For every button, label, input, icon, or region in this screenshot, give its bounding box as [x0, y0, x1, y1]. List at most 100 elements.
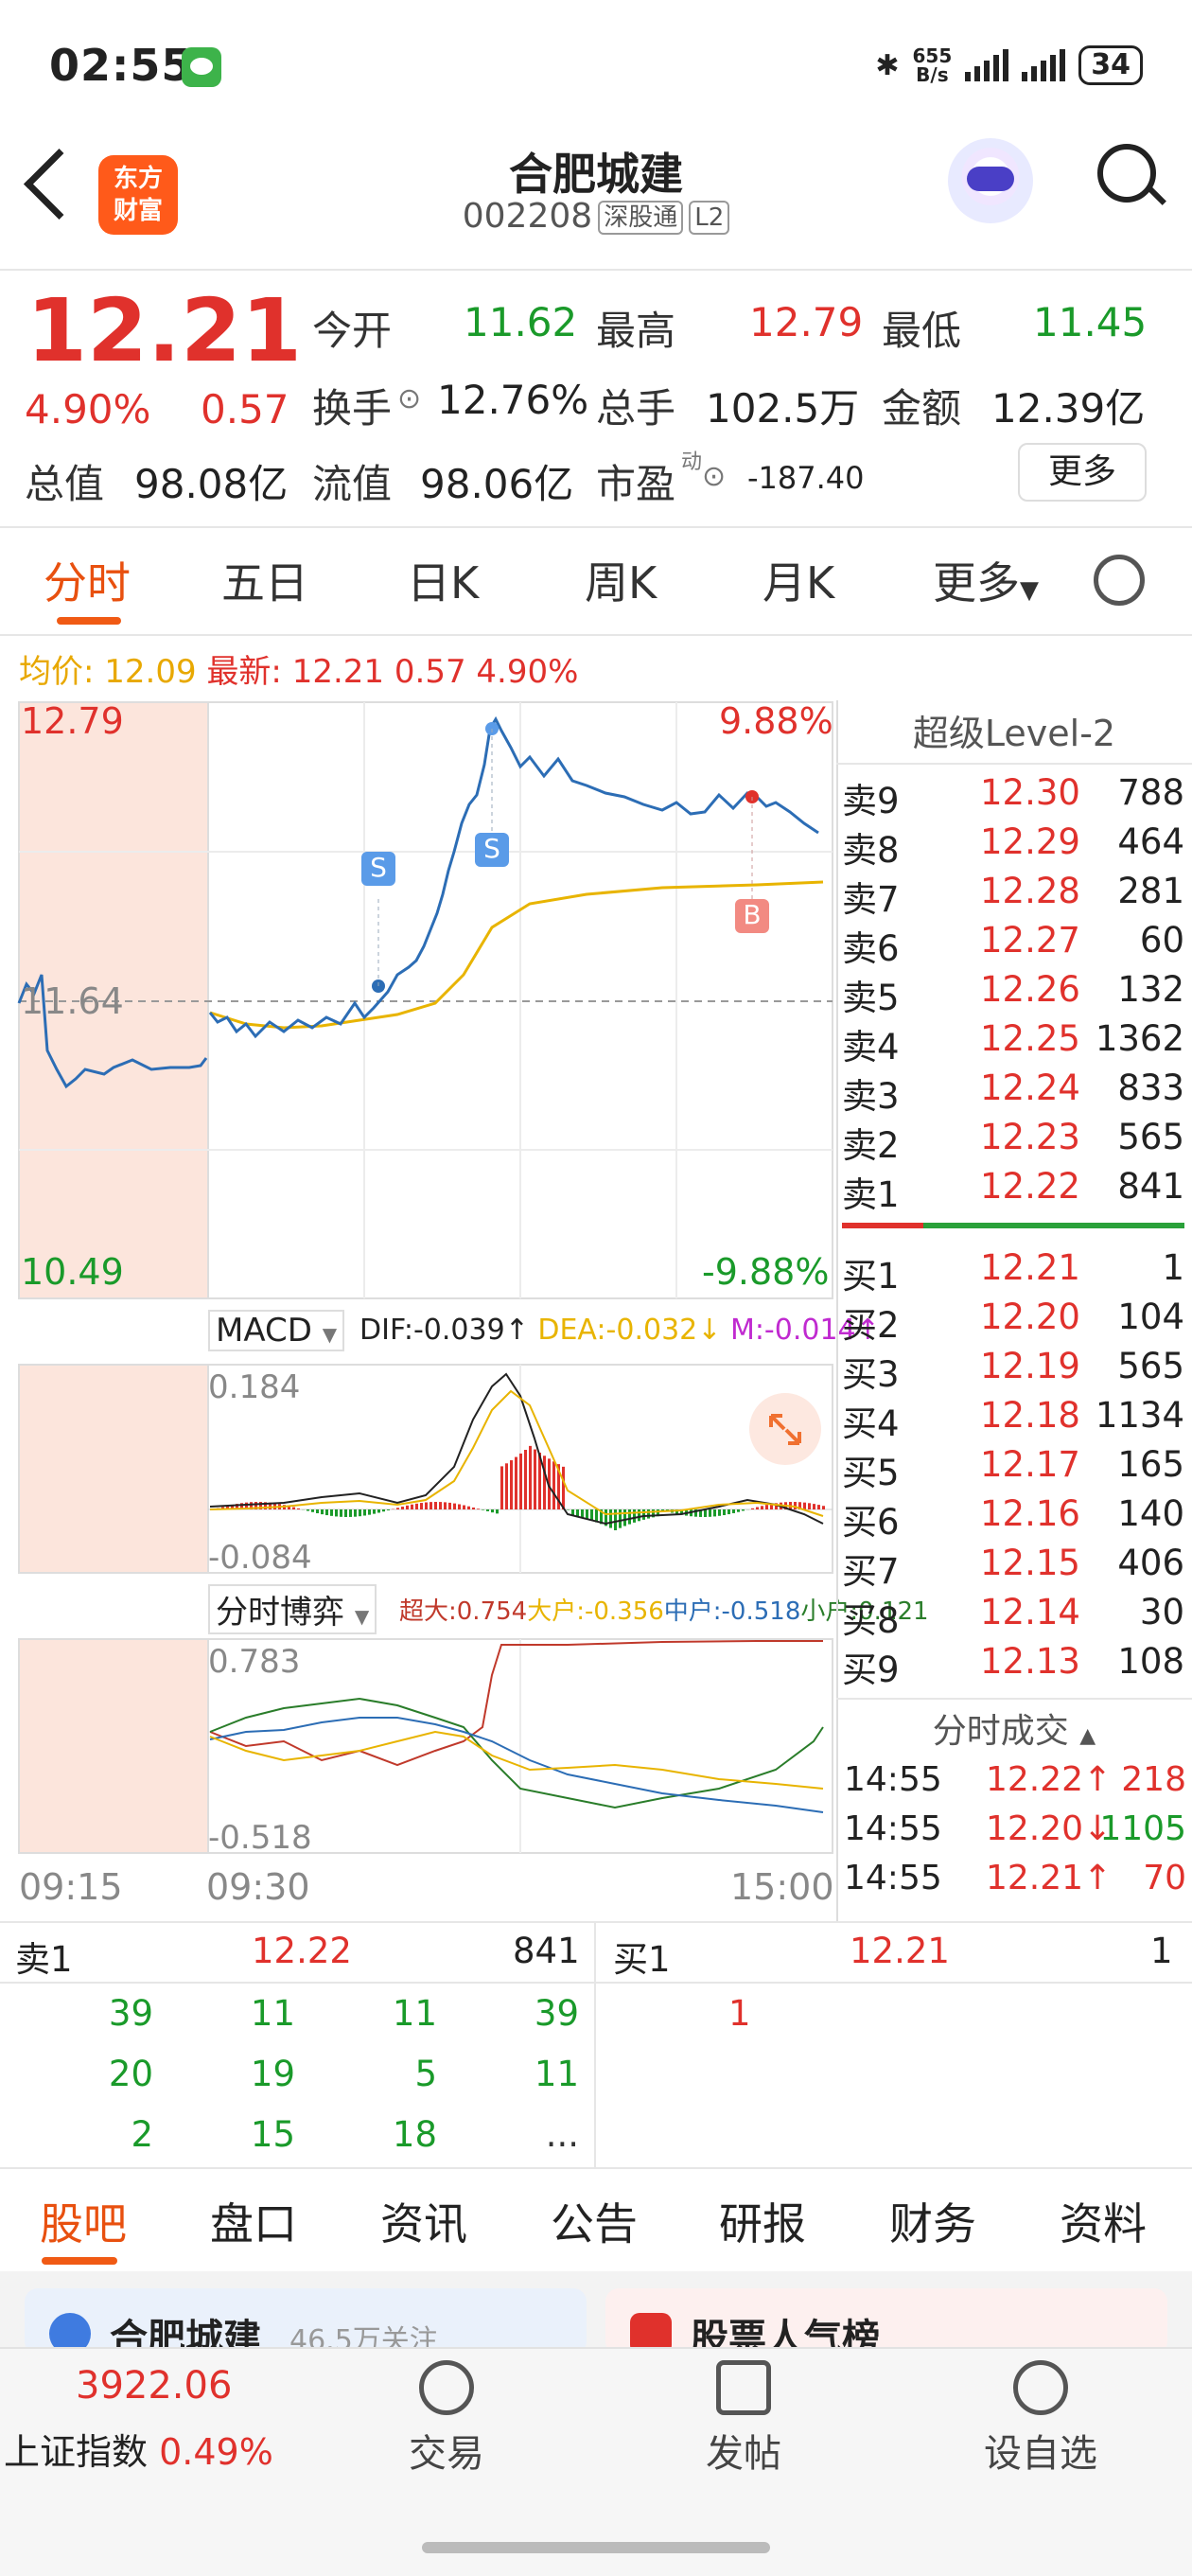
tab-guba[interactable]: 股吧 — [40, 2190, 127, 2252]
sell-queue-item: 20 — [109, 2054, 153, 2094]
macd-bar — [552, 1461, 555, 1509]
level-volume: 1362 — [1096, 1018, 1184, 1059]
edit-icon — [716, 2360, 771, 2415]
y-mid-label: 11.64 — [21, 980, 124, 1022]
game-selector[interactable]: 分时博弈 ▼ — [208, 1584, 377, 1634]
tab-research[interactable]: 研报 — [719, 2190, 806, 2252]
macd-bar — [307, 1509, 309, 1511]
tab-five-day[interactable]: 五日 — [221, 549, 308, 611]
macd-bar — [401, 1507, 404, 1509]
trade-volume: 70 — [1143, 1859, 1186, 1897]
macd-bar — [713, 1509, 716, 1516]
level-label: 买9 — [842, 1641, 900, 1692]
trade-button[interactable]: 交易 — [371, 2360, 522, 2478]
home-indicator[interactable] — [422, 2542, 770, 2553]
tab-news[interactable]: 资讯 — [380, 2190, 467, 2252]
search-icon[interactable] — [1097, 144, 1156, 203]
macd-bar — [311, 1509, 314, 1512]
tab-announcement[interactable]: 公告 — [551, 2190, 638, 2252]
level-volume: 132 — [1117, 969, 1184, 1010]
amount-value: 12.39亿 — [991, 377, 1145, 434]
index-line[interactable]: 上证指数 0.49% — [4, 2423, 273, 2475]
macd-bar — [765, 1505, 768, 1509]
queue-sell-price: 12.22 — [252, 1931, 352, 1971]
index-value[interactable]: 3922.06 — [76, 2364, 232, 2408]
sell-queue-item: 5 — [414, 2054, 437, 2094]
assistant-avatar-icon[interactable] — [948, 138, 1033, 223]
tab-profile[interactable]: 资料 — [1060, 2190, 1147, 2252]
macd-bar — [661, 1509, 664, 1510]
tab-daily-k[interactable]: 日K — [407, 549, 479, 611]
macd-bar — [406, 1506, 409, 1509]
change-pct: 4.90% — [25, 386, 150, 432]
tab-more[interactable]: 更多▼ — [933, 549, 1039, 611]
popularity-card[interactable]: 股票人气榜 — [605, 2288, 1167, 2355]
level-price: 12.29 — [980, 821, 1080, 862]
tab-weekly-k[interactable]: 周K — [585, 549, 657, 611]
sell-queue-item: 11 — [535, 2054, 579, 2094]
settings-gear-icon[interactable] — [1094, 555, 1145, 606]
macd-bar — [349, 1509, 352, 1517]
post-button[interactable]: 发帖 — [668, 2360, 819, 2478]
level-price: 12.16 — [980, 1493, 1080, 1534]
pe-label: 市盈 — [596, 452, 675, 510]
sell-queue-item: 2 — [131, 2114, 153, 2155]
tab-pankou[interactable]: 盘口 — [210, 2190, 297, 2252]
caret-up-icon: ▲ — [1079, 1724, 1096, 1748]
buy-marker-label: B — [743, 899, 761, 930]
level-volume: 565 — [1117, 1346, 1184, 1386]
tab-intraday[interactable]: 分时 — [44, 549, 131, 611]
macd-bottom-label: -0.084 — [208, 1539, 312, 1577]
trades-header[interactable]: 分时成交 ▲ — [836, 1703, 1192, 1753]
trade-price: 12.21↑ — [986, 1859, 1112, 1897]
tag-l2: L2 — [689, 201, 729, 235]
pe-info-icon[interactable]: ⊙ — [702, 460, 726, 493]
macd-bar — [448, 1503, 451, 1509]
macd-bar — [619, 1509, 622, 1528]
macd-bar — [808, 1503, 811, 1509]
macd-bar — [415, 1504, 418, 1509]
tab-monthly-k[interactable]: 月K — [763, 549, 834, 611]
macd-bar — [817, 1505, 820, 1509]
level-volume: 140 — [1117, 1493, 1184, 1534]
level-price: 12.22 — [980, 1166, 1080, 1207]
level-volume: 1 — [1162, 1247, 1184, 1288]
big-line — [210, 1732, 823, 1789]
macd-bar — [500, 1466, 503, 1509]
stock-bar-card[interactable]: 合肥城建 46.5万关注 — [25, 2288, 587, 2355]
level2-title[interactable]: 超级Level-2 — [838, 704, 1190, 756]
macd-selector[interactable]: MACD ▼ — [208, 1310, 344, 1351]
macd-bar — [292, 1508, 295, 1509]
sell-marker-2-label: S — [483, 833, 500, 864]
sell-queue-item: ... — [546, 2114, 579, 2155]
macd-bar — [359, 1509, 361, 1516]
float-value: 98.06亿 — [420, 452, 573, 510]
tab-finance[interactable]: 财务 — [889, 2190, 976, 2252]
add-watchlist-button[interactable]: 设自选 — [965, 2360, 1116, 2478]
sell-queue-item: 15 — [251, 2114, 295, 2155]
more-button[interactable]: 更多 — [1018, 443, 1147, 502]
bottom-tab-underline — [42, 2257, 117, 2265]
volume-label: 总手 — [596, 377, 675, 434]
info-icon[interactable]: ⊙ — [397, 382, 421, 415]
